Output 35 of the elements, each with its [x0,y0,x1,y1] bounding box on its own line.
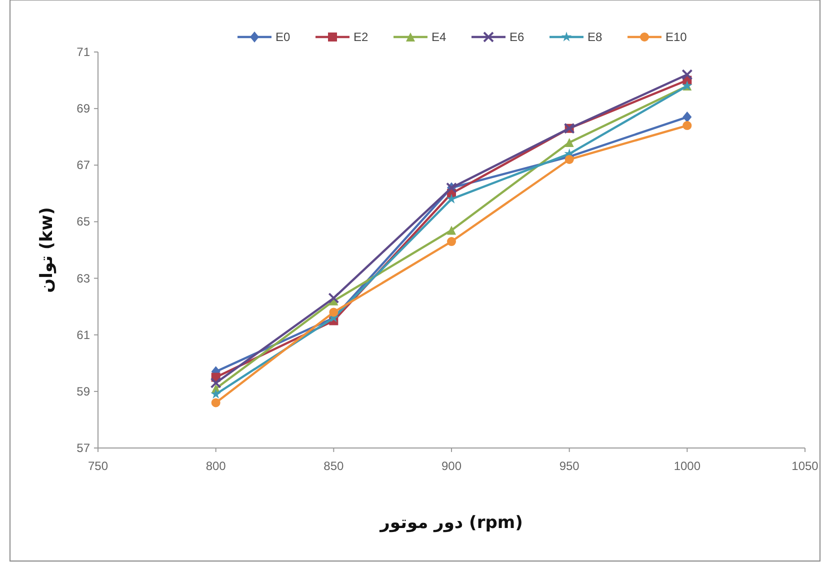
y-tick-label: 69 [76,102,90,116]
point [682,112,692,123]
point [211,398,220,408]
y-tick-label: 61 [76,328,90,342]
x-tick-label: 1050 [792,459,819,473]
x-tick-label: 850 [324,459,344,473]
point [447,237,456,246]
y-tick-label: 63 [76,271,90,286]
point [682,121,692,130]
point [564,138,574,148]
point [328,292,340,304]
point [447,226,456,235]
point [564,154,574,164]
x-tick-label: 1000 [674,459,701,473]
x-tick-label: 800 [206,459,226,473]
legend-label: E0 [276,30,291,44]
point [682,69,693,80]
y-tick-label: 65 [76,214,90,229]
y-tick-label: 71 [76,45,90,59]
legend-label: E2 [354,30,369,44]
x-axis-title: دور موتور (rpm) [379,513,523,533]
x-tick-label: 950 [559,459,580,473]
y-tick-label: 57 [76,441,90,455]
x-tick-label: 750 [88,459,108,473]
y-axis-title: توان (kw) [37,207,57,293]
legend-label: E4 [432,30,447,44]
y-tick-label: 59 [76,384,90,398]
point [329,308,338,317]
point [210,377,222,388]
point [210,388,221,399]
x-tick-label: 900 [441,459,462,473]
legend-label: E6 [510,30,525,44]
legend-label: E10 [666,30,688,44]
y-tick-label: 67 [76,158,90,172]
legend-label: E8 [588,30,603,44]
